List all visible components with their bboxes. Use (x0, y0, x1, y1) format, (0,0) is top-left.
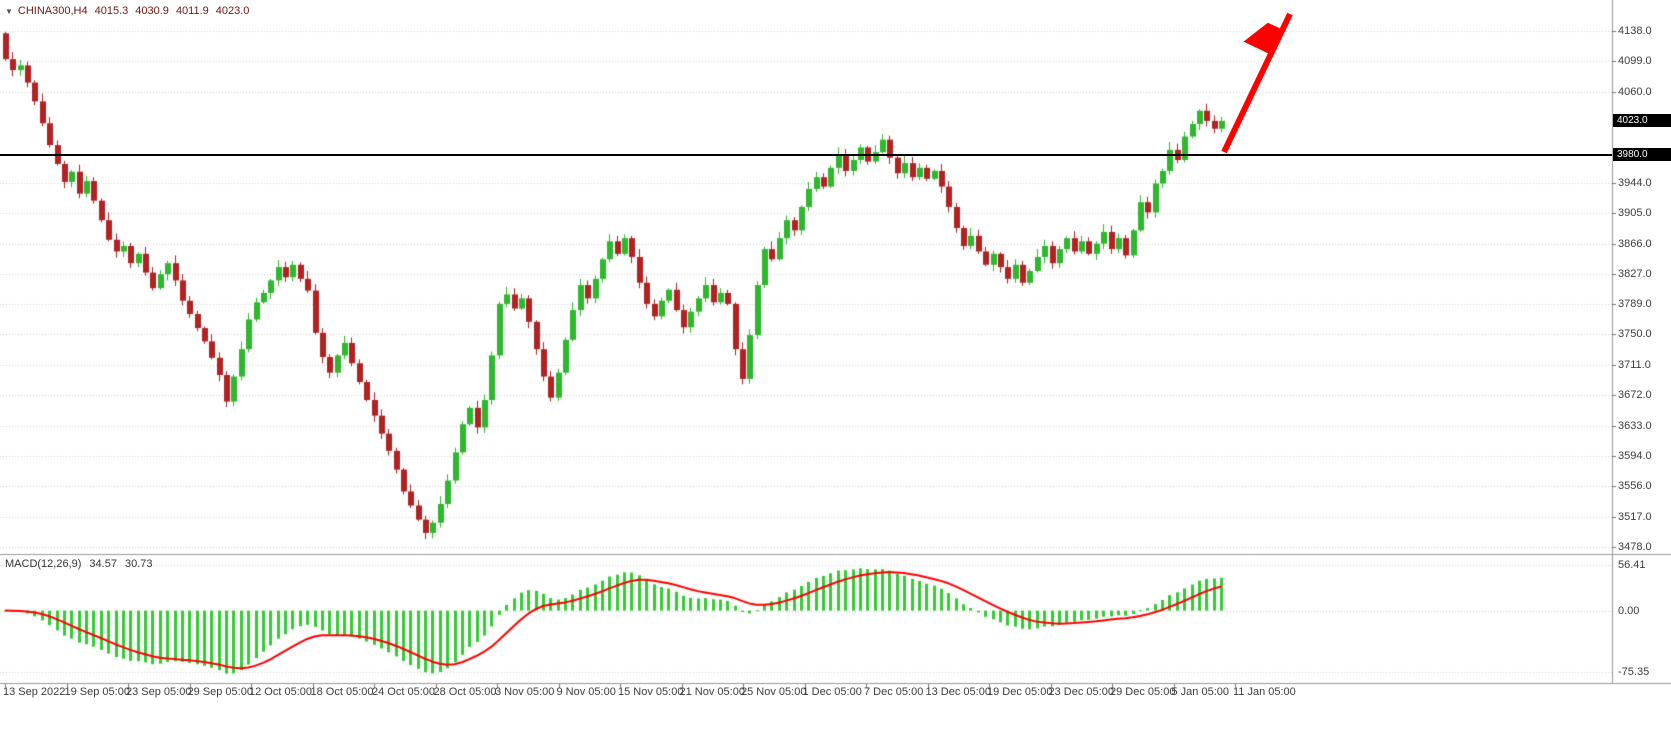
time-axis-label: 1 Dec 05:00 (802, 686, 862, 698)
price-axis-label: 3556.0 (1618, 480, 1652, 493)
price-axis[interactable]: 4138.0 4099.0 4060.0 3944.0 3905.0 3866.0 3827… (1613, 0, 1671, 683)
trend-arrow-annotation[interactable] (1198, 0, 1308, 162)
ohlc-low: 4011.9 (175, 5, 209, 17)
time-axis-label: 12 Oct 05:00 (249, 686, 312, 698)
time-axis-label: 19 Dec 05:00 (987, 686, 1053, 698)
time-axis-label: 9 Nov 05:00 (556, 686, 616, 698)
macd-axis-label: 56.41 (1618, 558, 1646, 571)
time-axis-label: 18 Oct 05:00 (310, 686, 374, 698)
ohlc-open: 4015.3 (94, 5, 129, 17)
time-axis[interactable]: 13 Sep 2022 19 Sep 05:00 23 Sep 05:00 29 Se… (0, 686, 1671, 702)
price-axis-label: 3478.0 (1618, 541, 1652, 553)
time-axis-label: 7 Dec 05:00 (864, 686, 924, 698)
price-axis-label: 3789.0 (1618, 297, 1652, 310)
price-axis-label: 3905.0 (1618, 207, 1652, 220)
macd-axis: 56.41 0.00 -75.35 (1613, 0, 1671, 705)
price-axis-label: 3866.0 (1618, 237, 1652, 250)
time-axis-label: 19 Sep 05:00 (64, 686, 130, 698)
price-axis-label: 4060.0 (1618, 85, 1652, 98)
price-axis-label: 3944.0 (1618, 176, 1652, 189)
price-axis-label: 3633.0 (1618, 419, 1652, 432)
price-axis-label: 4099.0 (1618, 55, 1652, 68)
time-axis-label: 13 Dec 05:00 (925, 686, 991, 698)
price-axis-label: 3517.0 (1618, 510, 1652, 523)
time-axis-label: 11 Jan 05:00 (1233, 686, 1296, 698)
time-axis-label: 29 Sep 05:00 (187, 686, 253, 698)
symbol-header: ▼ CHINA300,H4 4015.3 4030.9 4011.9 4023.… (5, 5, 249, 17)
time-axis-label: 24 Oct 05:00 (372, 686, 435, 698)
macd-value: 34.57 (89, 558, 117, 570)
time-axis-label: 25 Nov 05:00 (741, 686, 807, 698)
time-axis-label: 15 Nov 05:00 (618, 686, 684, 698)
current-price-badge: 4023.0 (1613, 114, 1671, 127)
macd-indicator-label: MACD(12,26,9) 34.57 30.73 (5, 558, 152, 570)
macd-name: MACD(12,26,9) (5, 558, 82, 570)
time-axis-label: 28 Oct 05:00 (433, 686, 497, 698)
ohlc-close: 4023.0 (215, 5, 250, 17)
time-axis-label: 29 Dec 05:00 (1110, 686, 1176, 698)
price-axis-label: 3672.0 (1618, 389, 1652, 402)
time-axis-label: 23 Dec 05:00 (1048, 686, 1114, 698)
time-axis-label: 23 Sep 05:00 (126, 686, 192, 698)
price-axis-label: 3750.0 (1618, 328, 1652, 341)
macd-axis-label: 0.00 (1618, 604, 1640, 617)
price-axis-label: 3827.0 (1618, 268, 1652, 281)
trend-arrow-line[interactable] (1221, 12, 1293, 154)
price-axis-label: 4138.0 (1618, 25, 1652, 37)
macd-axis-label: -75.35 (1618, 666, 1650, 679)
time-axis-label: 5 Jan 05:00 (1171, 686, 1230, 698)
time-axis-label: 13 Sep 2022 (3, 686, 66, 698)
price-axis-label: 3594.0 (1618, 450, 1652, 463)
ohlc-high: 4030.9 (135, 5, 169, 17)
chart-collapse-icon[interactable]: ▼ (5, 6, 13, 16)
time-axis-label: 3 Nov 05:00 (495, 686, 555, 698)
hline-price-badge: 3980.0 (1613, 148, 1671, 161)
macd-signal-value: 30.73 (124, 558, 153, 570)
horizontal-line-annotation[interactable] (0, 154, 1612, 156)
symbol-label: CHINA300,H4 (17, 5, 88, 17)
time-axis-label: 21 Nov 05:00 (679, 686, 745, 698)
price-axis-label: 3711.0 (1618, 358, 1651, 371)
